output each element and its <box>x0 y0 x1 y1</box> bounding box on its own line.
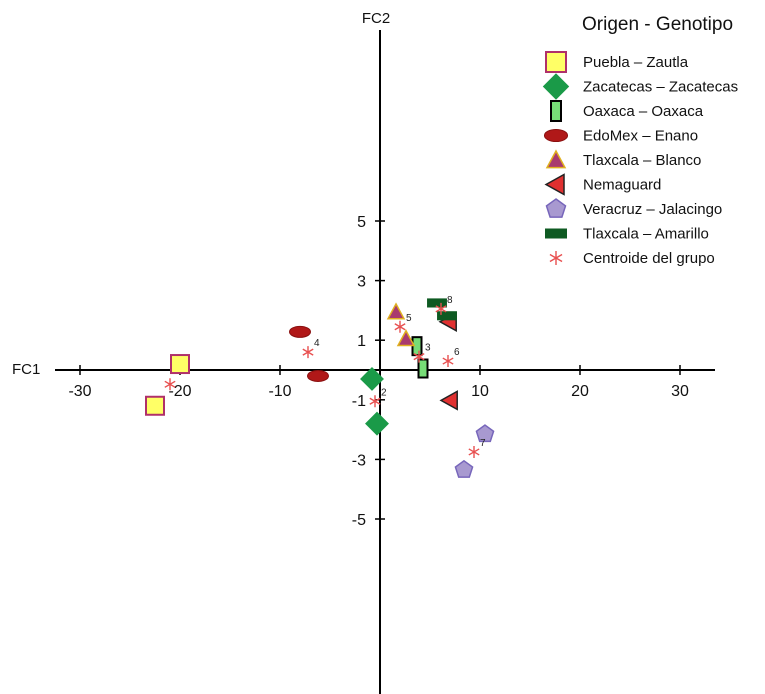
legend-label: Puebla – Zautla <box>583 54 689 71</box>
y-tick-label: -3 <box>352 452 366 469</box>
point-label: 8 <box>447 295 453 306</box>
data-point <box>164 378 176 391</box>
point-label: 2 <box>381 387 387 398</box>
x-tick-label: 10 <box>471 383 489 400</box>
legend-marker <box>542 73 570 100</box>
legend-label: Centroide del grupo <box>583 250 715 267</box>
point-label: 6 <box>454 347 460 358</box>
legend-marker <box>545 198 567 218</box>
series-4 <box>386 302 416 347</box>
data-point <box>365 411 389 436</box>
data-point <box>439 390 458 411</box>
point-label: 4 <box>314 338 320 349</box>
data-point <box>369 395 381 408</box>
y-axis-label: FC2 <box>362 10 390 27</box>
y-tick-label: 5 <box>357 214 366 231</box>
series-3 <box>289 325 329 382</box>
legend-item: Veracruz – Jalacingo <box>545 198 722 218</box>
legend-item: Puebla – Zautla <box>545 51 689 73</box>
legend-label: Tlaxcala – Amarillo <box>583 226 709 243</box>
x-axis-label: FC1 <box>12 361 40 378</box>
data-point <box>360 366 384 391</box>
legend-marker <box>549 251 563 265</box>
point-label: 7 <box>480 438 486 449</box>
legend-label: Veracruz – Jalacingo <box>583 201 722 218</box>
data-point <box>442 355 454 368</box>
data-point <box>437 311 457 321</box>
x-tick-label: 20 <box>571 383 589 400</box>
legend-item: EdoMex – Enano <box>543 128 698 145</box>
legend-marker <box>544 173 565 196</box>
series-6 <box>454 424 495 478</box>
legend-label: Zacatecas – Zacatecas <box>583 79 738 96</box>
data-point <box>413 350 425 363</box>
point-label: 3 <box>425 343 431 354</box>
legend-item: Zacatecas – Zacatecas <box>542 73 738 100</box>
data-point <box>468 445 480 458</box>
x-tick-label: 30 <box>671 383 689 400</box>
data-point <box>427 298 447 308</box>
data-point <box>475 424 495 443</box>
data-points: 2 3 4 5 6 7 8 <box>145 295 495 478</box>
data-point <box>396 329 416 347</box>
data-point <box>435 302 447 315</box>
legend-item: Nemaguard <box>544 173 661 196</box>
legend-marker <box>545 228 567 239</box>
point-label: 5 <box>406 313 412 324</box>
series-0 <box>145 354 190 416</box>
y-tick-label: -5 <box>352 512 366 529</box>
data-point <box>170 354 190 375</box>
legend-marker <box>543 128 569 143</box>
legend-marker <box>545 149 567 169</box>
data-point <box>394 320 406 333</box>
legend-label: Tlaxcala – Blanco <box>583 152 701 169</box>
y-tick-label: 1 <box>357 333 366 350</box>
y-tick-label: 3 <box>357 274 366 291</box>
legend-item: Tlaxcala – Amarillo <box>545 226 709 243</box>
legend-item: Centroide del grupo <box>549 250 715 267</box>
legend-title: Origen - Genotipo <box>582 14 733 35</box>
series-1 <box>360 366 389 436</box>
data-point <box>417 358 429 379</box>
data-point <box>289 325 311 338</box>
x-tick-label: -30 <box>68 383 91 400</box>
series-8: 2 3 4 5 6 7 8 <box>164 295 486 458</box>
legend-items: Puebla – Zautla Zacatecas – Zacatecas Oaxa… <box>542 51 738 267</box>
legend: Origen - Genotipo Puebla – Zautla Zacatec… <box>542 14 738 267</box>
legend-marker <box>550 100 562 122</box>
data-point <box>145 395 165 416</box>
legend-label: EdoMex – Enano <box>583 128 698 145</box>
legend-label: Oaxaca – Oaxaca <box>583 103 704 120</box>
y-tick-label: -1 <box>352 393 366 410</box>
data-point <box>386 302 406 320</box>
legend-marker <box>545 51 567 73</box>
data-point <box>307 369 329 382</box>
data-point <box>302 346 314 359</box>
legend-item: Tlaxcala – Blanco <box>545 149 701 169</box>
legend-item: Oaxaca – Oaxaca <box>550 100 704 122</box>
data-point <box>454 459 474 478</box>
legend-label: Nemaguard <box>583 177 661 194</box>
x-tick-label: -10 <box>268 383 291 400</box>
